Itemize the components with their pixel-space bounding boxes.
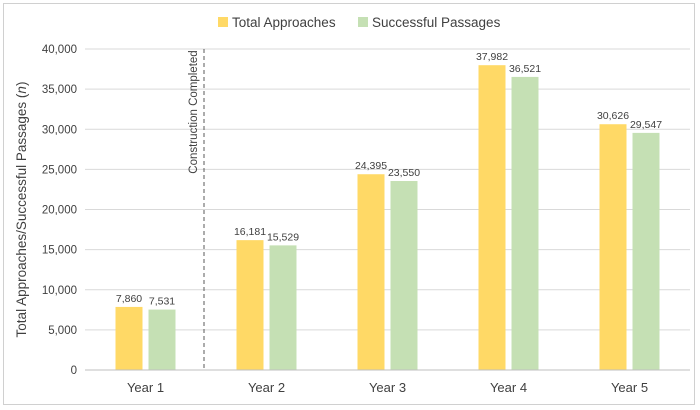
- data-label: 7,860: [116, 293, 142, 305]
- legend-label: Successful Passages: [372, 15, 501, 30]
- y-axis-title-suffix: ): [14, 82, 29, 87]
- gridlines: [85, 49, 690, 330]
- bar-successful-passages: [149, 310, 176, 370]
- bar-total-approaches: [479, 65, 506, 370]
- legend-label: Total Approaches: [232, 15, 336, 30]
- bar-total-approaches: [358, 174, 385, 370]
- y-axis-title-italic: n: [14, 86, 29, 94]
- y-tick-label: 5,000: [48, 325, 77, 337]
- y-tick-label: 30,000: [42, 124, 77, 136]
- y-axis-title-main: Total Approaches/Successful Passages (: [14, 93, 29, 337]
- data-label: 15,529: [267, 231, 299, 243]
- bar-total-approaches: [600, 124, 627, 370]
- bar-successful-passages: [270, 245, 297, 370]
- legend: Total Approaches Successful Passages: [218, 15, 501, 30]
- chart-frame: 0 5,000 10,000 15,000 20,000 25,000 30,000 35,0…: [3, 3, 695, 405]
- legend-swatch-successful-passages: [358, 17, 368, 27]
- y-tick-label: 10,000: [42, 285, 77, 297]
- y-axis-title: Total Approaches/Successful Passages (n): [14, 82, 29, 338]
- y-tick-label: 20,000: [42, 205, 77, 217]
- x-category-label: Year 3: [369, 380, 406, 395]
- x-category-label: Year 2: [248, 380, 285, 395]
- x-category-label: Year 5: [611, 380, 648, 395]
- y-tick-label: 25,000: [42, 164, 77, 176]
- bar-successful-passages: [391, 181, 418, 370]
- bar-total-approaches: [237, 240, 264, 370]
- y-tick-label: 15,000: [42, 245, 77, 257]
- data-label: 36,521: [509, 63, 541, 75]
- bar-successful-passages: [512, 77, 539, 370]
- data-label: 37,982: [476, 51, 508, 63]
- bar-chart: 0 5,000 10,000 15,000 20,000 25,000 30,000 35,0…: [4, 4, 696, 406]
- x-category-label: Year 1: [127, 380, 164, 395]
- x-category-label: Year 4: [490, 380, 527, 395]
- y-tick-label: 40,000: [42, 44, 77, 56]
- data-label: 29,547: [630, 119, 662, 131]
- bar-total-approaches: [116, 307, 143, 370]
- data-label: 23,550: [388, 167, 420, 179]
- legend-swatch-total-approaches: [218, 17, 228, 27]
- y-tick-label: 35,000: [42, 84, 77, 96]
- construction-label: Construction Completed: [188, 50, 200, 173]
- data-label: 7,531: [149, 296, 175, 308]
- bar-successful-passages: [633, 133, 660, 370]
- data-label: 30,626: [597, 110, 629, 122]
- x-axis-category-labels: Year 1 Year 2 Year 3 Year 4 Year 5: [127, 380, 648, 395]
- y-tick-label: 0: [71, 365, 77, 377]
- y-axis-tick-labels: 0 5,000 10,000 15,000 20,000 25,000 30,000 35,0…: [42, 44, 77, 377]
- data-label: 16,181: [234, 226, 266, 238]
- data-label: 24,395: [355, 160, 387, 172]
